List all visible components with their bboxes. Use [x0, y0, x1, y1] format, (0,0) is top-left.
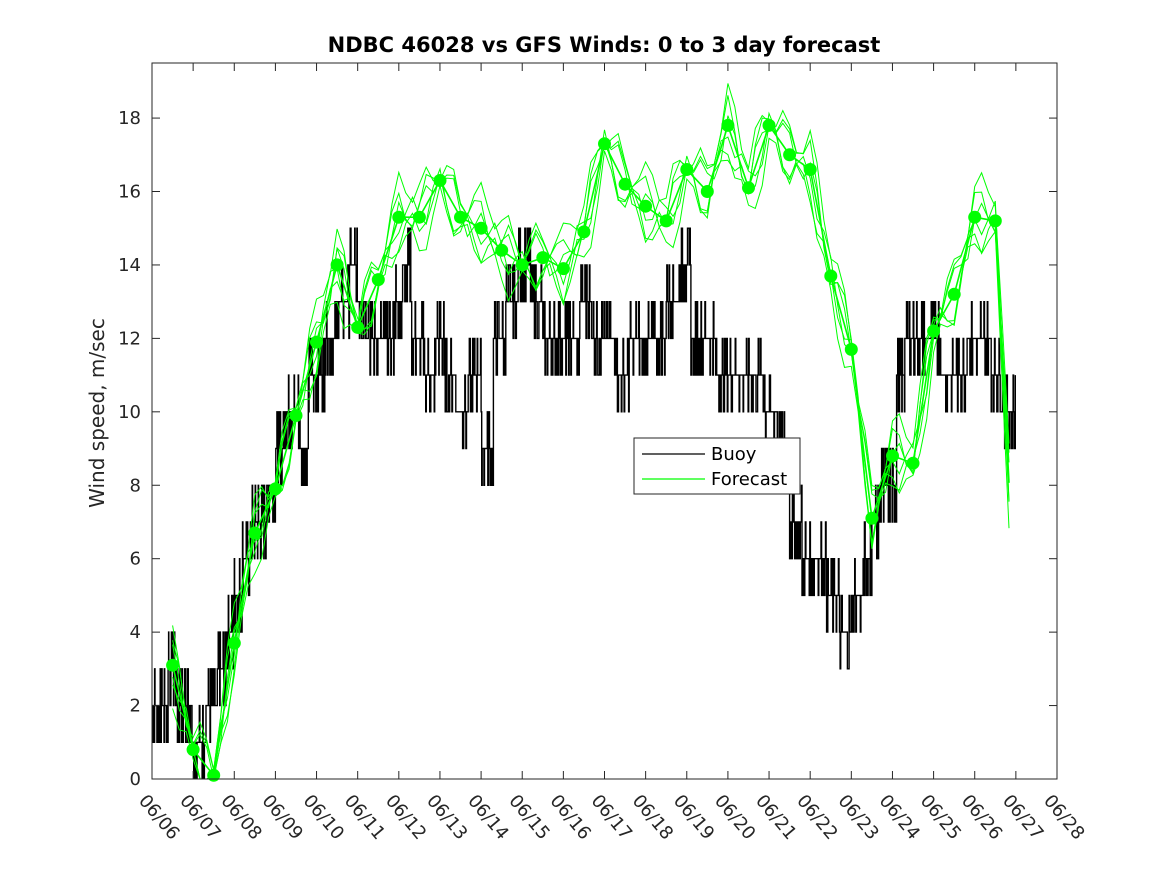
forecast-point: [947, 287, 961, 301]
forecast-point: [392, 210, 406, 224]
forecast-point: [495, 243, 509, 257]
forecast-point: [474, 221, 488, 235]
forecast-point: [433, 174, 447, 187]
forecast-line: [172, 95, 1010, 770]
forecast-point: [906, 456, 920, 470]
forecast-point: [289, 409, 303, 422]
forecast-point: [454, 210, 467, 224]
forecast-point: [618, 177, 632, 191]
forecast-point: [721, 118, 735, 132]
y-tick-label: 12: [118, 328, 141, 349]
forecast-point: [268, 482, 282, 496]
legend-forecast-label: Forecast: [711, 469, 787, 490]
legend-buoy-label: Buoy: [711, 444, 757, 465]
forecast-point: [886, 449, 899, 463]
forecast-line: [172, 125, 1010, 779]
forecast-line: [171, 122, 1010, 778]
legend-box: [633, 437, 801, 495]
forecast-point: [330, 258, 344, 272]
forecast-point: [351, 320, 365, 334]
forecast-point: [762, 118, 776, 132]
y-tick-label: 4: [130, 622, 141, 643]
forecast-point: [700, 185, 714, 198]
forecast-point: [927, 324, 941, 338]
forecast-point: [598, 137, 611, 151]
forecast-point: [536, 251, 550, 265]
forecast-point: [515, 258, 529, 272]
y-tick-label: 0: [130, 769, 141, 790]
forecast-point: [186, 743, 200, 757]
forecast-series: [171, 83, 1010, 779]
forecast-point: [412, 210, 426, 224]
forecast-point: [639, 199, 653, 213]
forecast-point: [844, 342, 858, 356]
forecast-point: [248, 526, 262, 540]
forecast-point: [227, 636, 241, 650]
y-tick-label: 10: [118, 402, 141, 423]
y-tick-label: 16: [118, 182, 141, 203]
y-tick-label: 8: [130, 475, 141, 496]
forecast-point: [824, 269, 838, 283]
forecast-line: [172, 115, 1010, 779]
forecast-point: [310, 335, 323, 349]
y-axis-label: Wind speed, m/sec: [85, 318, 109, 508]
chart-title: NDBC 46028 vs GFS Winds: 0 to 3 day fore…: [328, 33, 881, 57]
forecast-point: [577, 225, 591, 239]
forecast-point: [742, 181, 755, 195]
forecast-point: [659, 214, 673, 228]
forecast-point: [968, 210, 982, 224]
y-axis: 0 2 4 6 8 10 12 14 16 18: [118, 108, 1057, 790]
y-tick-label: 14: [118, 255, 141, 276]
forecast-point: [680, 163, 694, 176]
y-tick-label: 18: [118, 108, 141, 129]
y-tick-label: 6: [130, 549, 141, 570]
legend: Buoy Forecast: [633, 437, 801, 495]
forecast-point: [803, 163, 817, 176]
forecast-point: [371, 273, 385, 287]
forecast-point: [988, 214, 1002, 228]
y-tick-label: 2: [130, 696, 141, 717]
forecast-point: [207, 768, 221, 782]
forecast-point: [556, 262, 570, 276]
forecast-point: [865, 511, 879, 525]
forecast-point: [783, 148, 797, 162]
forecast-point: [166, 658, 180, 672]
